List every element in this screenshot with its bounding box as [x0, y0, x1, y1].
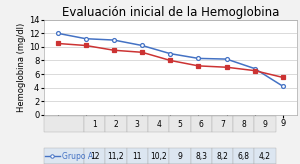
FancyBboxPatch shape [254, 116, 276, 132]
Grupo B [56, 42, 59, 44]
FancyBboxPatch shape [233, 148, 254, 164]
Text: 4: 4 [156, 120, 161, 129]
Text: 8: 8 [242, 120, 246, 129]
FancyBboxPatch shape [127, 116, 148, 132]
Grupo B [168, 60, 172, 62]
Line: Grupo A: Grupo A [56, 31, 285, 88]
Line: Grupo B: Grupo B [56, 41, 285, 79]
FancyBboxPatch shape [190, 148, 212, 164]
Text: 2: 2 [114, 120, 118, 129]
FancyBboxPatch shape [127, 148, 148, 164]
Text: 6,8: 6,8 [238, 152, 250, 161]
Title: Evaluación inicial de la Hemoglobina: Evaluación inicial de la Hemoglobina [61, 6, 279, 19]
Text: 10,2: 10,2 [150, 152, 167, 161]
Grupo A [253, 68, 256, 70]
FancyBboxPatch shape [84, 116, 105, 132]
FancyBboxPatch shape [148, 116, 169, 132]
Text: 3: 3 [135, 120, 140, 129]
Grupo A [225, 58, 228, 60]
Y-axis label: Hemoglobina (mg/dl): Hemoglobina (mg/dl) [17, 23, 26, 112]
FancyBboxPatch shape [169, 116, 190, 132]
Grupo A [84, 38, 88, 40]
FancyBboxPatch shape [148, 148, 169, 164]
Text: 4,2: 4,2 [259, 152, 271, 161]
Text: 9: 9 [262, 120, 268, 129]
Grupo B [225, 66, 228, 68]
Grupo A [196, 57, 200, 59]
FancyBboxPatch shape [44, 148, 84, 164]
Grupo B [253, 70, 256, 72]
Text: 11,2: 11,2 [108, 152, 124, 161]
FancyBboxPatch shape [44, 116, 84, 132]
FancyBboxPatch shape [105, 148, 127, 164]
Grupo A [56, 32, 59, 34]
Grupo B [196, 65, 200, 67]
Text: 12: 12 [90, 152, 100, 161]
Text: Grupo A: Grupo A [62, 152, 93, 161]
FancyBboxPatch shape [105, 116, 127, 132]
FancyBboxPatch shape [233, 116, 254, 132]
Grupo A [281, 85, 285, 87]
FancyBboxPatch shape [212, 148, 233, 164]
Text: 8,2: 8,2 [217, 152, 228, 161]
Grupo A [112, 39, 116, 41]
Grupo B [140, 51, 144, 53]
Text: 7: 7 [220, 120, 225, 129]
FancyBboxPatch shape [190, 116, 212, 132]
FancyBboxPatch shape [84, 148, 105, 164]
Grupo B [281, 76, 285, 78]
Grupo B [112, 49, 116, 51]
FancyBboxPatch shape [212, 116, 233, 132]
Grupo A [140, 44, 144, 46]
Grupo B [84, 44, 88, 46]
Text: 8,3: 8,3 [195, 152, 207, 161]
Text: 9: 9 [177, 152, 182, 161]
FancyBboxPatch shape [254, 148, 276, 164]
Grupo A [168, 53, 172, 55]
Text: 11: 11 [133, 152, 142, 161]
Text: 1: 1 [92, 120, 97, 129]
Text: 6: 6 [199, 120, 204, 129]
Text: 5: 5 [177, 120, 182, 129]
FancyBboxPatch shape [169, 148, 190, 164]
